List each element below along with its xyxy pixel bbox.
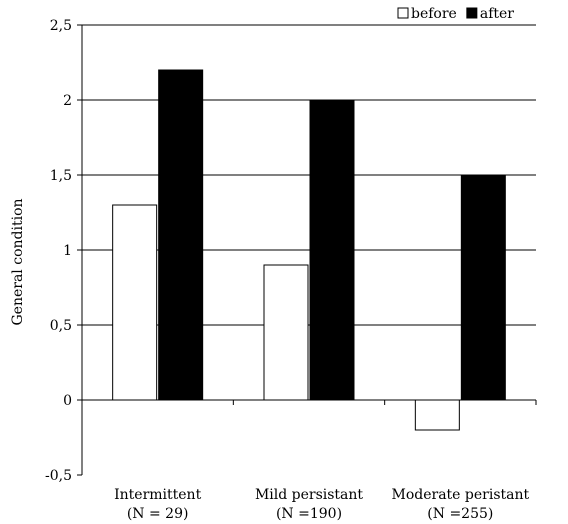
y-tick-label: -0,5 xyxy=(45,468,72,484)
y-tick-label: 2 xyxy=(63,93,72,109)
axes xyxy=(77,24,537,476)
x-category-label: Intermittent xyxy=(114,487,201,503)
bar-before xyxy=(263,264,309,401)
bar-before xyxy=(112,204,158,401)
x-category-count: (N =255) xyxy=(427,506,493,522)
x-category-label: Moderate peristant xyxy=(392,487,530,503)
bar-after xyxy=(309,99,355,401)
bar-before xyxy=(414,399,460,431)
y-tick-label: 0 xyxy=(63,393,72,409)
legend-swatch-before xyxy=(397,7,409,19)
legend-label-before: before xyxy=(411,6,457,22)
y-tick-label: 0,5 xyxy=(50,318,72,334)
x-category-labels: Intermittent (N = 29) Mild persistant (N =1… xyxy=(114,487,529,522)
legend-swatch-after xyxy=(466,7,478,19)
y-tick-labels: -0,5 0 0,5 1 1,5 2 2,5 xyxy=(45,18,72,484)
legend-label-after: after xyxy=(480,6,514,22)
y-tick-label: 1 xyxy=(63,243,72,259)
legend: before after xyxy=(397,6,514,22)
bar-after xyxy=(460,174,506,401)
x-category-label: Mild persistant xyxy=(255,487,363,503)
y-tick-label: 2,5 xyxy=(50,18,72,34)
y-tick-label: 1,5 xyxy=(50,168,72,184)
bar-after xyxy=(158,69,204,401)
x-category-count: (N = 29) xyxy=(127,506,189,522)
bars xyxy=(112,69,506,431)
gridlines xyxy=(82,24,536,326)
x-category-count: (N =190) xyxy=(276,506,342,522)
y-axis-label: General condition xyxy=(10,198,26,325)
